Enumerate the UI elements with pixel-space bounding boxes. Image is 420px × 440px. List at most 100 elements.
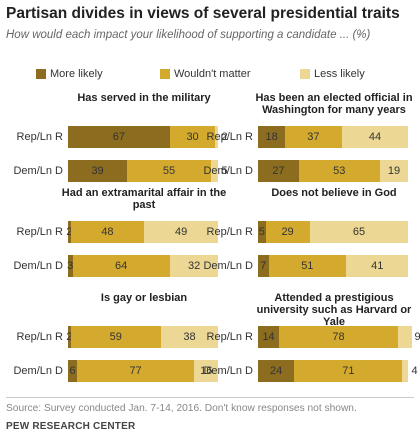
- bar-segment: [160, 326, 219, 348]
- bar-segment: [341, 126, 409, 148]
- legend-label: Less likely: [314, 68, 365, 80]
- panel-title: Had an extramarital affair in the past: [61, 187, 227, 211]
- row-label: Rep/Ln R: [206, 226, 253, 238]
- data-label: 77: [129, 365, 142, 377]
- bar-segment: [379, 160, 409, 182]
- bar-segment: [127, 160, 211, 182]
- legend-label: More likely: [50, 68, 103, 80]
- data-label: 38: [183, 331, 196, 343]
- row-label: Dem/Ln D: [203, 260, 253, 272]
- bar-segment: [68, 221, 72, 243]
- data-label: 29: [281, 226, 294, 238]
- panel-title: Has been an elected official in Washingt…: [255, 92, 413, 116]
- data-label: 67: [112, 131, 125, 143]
- data-label: 55: [162, 165, 176, 177]
- legend-swatch: [36, 69, 46, 79]
- data-label: 71: [342, 365, 355, 377]
- data-label: 9: [414, 331, 420, 343]
- legend-label: Wouldn't matter: [174, 68, 251, 80]
- divider: [6, 397, 414, 398]
- data-label: 39: [91, 165, 104, 177]
- data-label: 64: [115, 260, 128, 272]
- bar-segment: [169, 255, 219, 277]
- data-label: 19: [387, 165, 401, 177]
- legend-item: More likely: [36, 68, 103, 80]
- data-label: 32: [187, 260, 201, 272]
- data-label: 24: [270, 365, 283, 377]
- data-label: 5: [221, 165, 228, 177]
- data-label: 53: [333, 165, 346, 177]
- legend-item: Less likely: [300, 68, 365, 80]
- bar-segment: [68, 160, 128, 182]
- bar-segment: [68, 326, 72, 348]
- data-label: 5: [258, 226, 265, 238]
- data-label: 44: [368, 131, 382, 143]
- bar-segment: [258, 221, 266, 243]
- chart-title: Partisan divides in views of several pre…: [6, 5, 400, 22]
- row-label: Dem/Ln D: [203, 165, 253, 177]
- data-label: 59: [109, 331, 122, 343]
- row-label: Rep/Ln R: [16, 226, 63, 238]
- row-label: Rep/Ln R: [16, 131, 63, 143]
- row-label: Dem/Ln D: [13, 260, 63, 272]
- bar-segment: [285, 126, 342, 148]
- bar-segment: [258, 326, 280, 348]
- legend-swatch: [160, 69, 170, 79]
- bar-segment: [309, 221, 409, 243]
- row-label: Dem/Ln D: [203, 365, 253, 377]
- bar-segment: [68, 255, 73, 277]
- org-name: PEW RESEARCH CENTER: [6, 421, 136, 432]
- bar-segment: [77, 360, 195, 382]
- legend-swatch: [300, 69, 310, 79]
- data-label: 3: [67, 260, 74, 272]
- bar-segment: [68, 126, 170, 148]
- data-label: 4: [411, 365, 418, 377]
- panel-title: Attended a prestigious university such a…: [256, 292, 412, 328]
- bar-segment: [279, 326, 398, 348]
- panel-title: Has served in the military: [77, 92, 211, 104]
- panel-title: Does not believe in God: [271, 187, 397, 199]
- data-label: 14: [262, 331, 275, 343]
- bar-segment: [265, 221, 310, 243]
- bar-segment: [210, 160, 219, 182]
- bar-segment: [258, 255, 269, 277]
- bar-segment: [215, 126, 219, 148]
- bar-segment: [258, 126, 286, 148]
- bar-segment: [346, 255, 409, 277]
- data-label: 6: [69, 365, 76, 377]
- bar-segment: [71, 326, 161, 348]
- data-label: 27: [272, 165, 285, 177]
- data-label: 2: [66, 226, 73, 238]
- data-label: 7: [260, 260, 267, 272]
- row-label: Dem/Ln D: [13, 165, 63, 177]
- data-label: 18: [265, 131, 278, 143]
- row-label: Rep/Ln R: [206, 131, 253, 143]
- panel-title: Is gay or lesbian: [100, 292, 188, 304]
- bar-segment: [268, 255, 347, 277]
- data-label: 30: [186, 131, 199, 143]
- bar-segment: [72, 255, 170, 277]
- bar-segment: [258, 360, 295, 382]
- bar-segment: [194, 360, 219, 382]
- bar-segment: [144, 221, 219, 243]
- data-label: 78: [332, 331, 345, 343]
- data-label: 65: [352, 226, 366, 238]
- data-label: 49: [175, 226, 188, 238]
- source-note: Source: Survey conducted Jan. 7-14, 2016…: [6, 403, 357, 414]
- row-label: Rep/Ln R: [206, 331, 253, 343]
- data-label: 2: [66, 331, 73, 343]
- bar-segment: [402, 360, 409, 382]
- row-label: Rep/Ln R: [16, 331, 63, 343]
- bar-segment: [169, 126, 216, 148]
- bar-segment: [299, 160, 380, 182]
- data-label: 37: [307, 131, 320, 143]
- bar-segment: [397, 326, 412, 348]
- chart-subtitle: How would each impact your likelihood of…: [6, 29, 371, 41]
- data-label: 41: [371, 260, 384, 272]
- data-label: 2: [221, 131, 228, 143]
- row-label: Dem/Ln D: [13, 365, 63, 377]
- data-label: 48: [101, 226, 114, 238]
- bar-segment: [68, 360, 78, 382]
- data-label: 51: [301, 260, 314, 272]
- bar-segment: [258, 160, 300, 182]
